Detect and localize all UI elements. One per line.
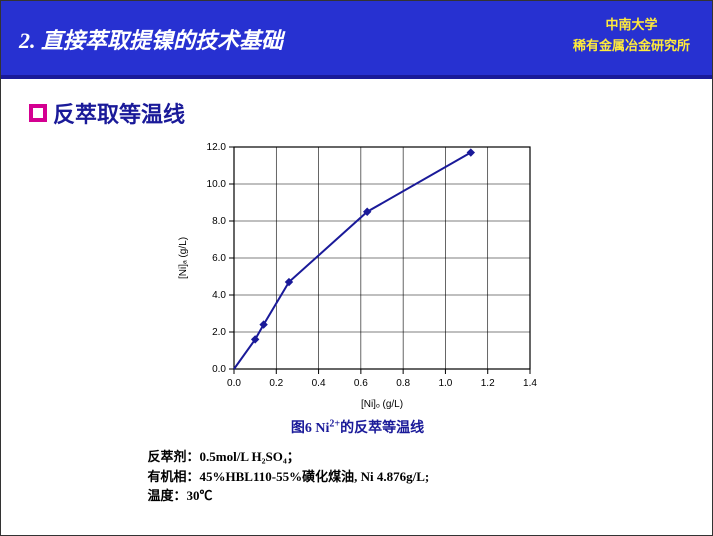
caption-pre: 图6 Ni: [291, 421, 330, 436]
section-heading-row: 反萃取等温线: [29, 97, 684, 129]
note1-label: 反萃剂：: [148, 449, 200, 464]
svg-text:10.0: 10.0: [206, 179, 226, 190]
svg-text:0.0: 0.0: [212, 364, 226, 375]
slide-title: 2. 直接萃取提镍的技术基础: [19, 23, 283, 55]
svg-text:8.0: 8.0: [212, 216, 226, 227]
affil-line2: 稀有金属冶金研究所: [573, 36, 690, 57]
note2-value: 45%HBL110-55%磺化煤油, Ni 4.876g/L;: [200, 469, 430, 484]
chart-caption: 图6 Ni2+的反萃等温线: [1, 417, 713, 437]
svg-text:0.4: 0.4: [311, 378, 325, 389]
svg-text:4.0: 4.0: [212, 290, 226, 301]
isotherm-chart: 0.0 0.2 0.4 0.6 0.8 1.0 1.2 1.4 0.0 2.0 4.0 6.0 8.0 1…: [168, 135, 548, 415]
slide-header: 2. 直接萃取提镍的技术基础 中南大学 稀有金属冶金研究所: [1, 1, 712, 79]
bullet-icon: [29, 104, 47, 122]
svg-text:1.0: 1.0: [438, 378, 452, 389]
svg-text:0.0: 0.0: [227, 378, 241, 389]
note2-label: 有机相：: [148, 469, 200, 484]
svg-text:0.8: 0.8: [396, 378, 410, 389]
svg-text:0.2: 0.2: [269, 378, 283, 389]
affiliation: 中南大学 稀有金属冶金研究所: [573, 15, 690, 57]
svg-text:[Ni]ₐ (g/L): [Ni]ₐ (g/L): [178, 237, 189, 279]
svg-text:6.0: 6.0: [212, 253, 226, 264]
chart-container: 0.0 0.2 0.4 0.6 0.8 1.0 1.2 1.4 0.0 2.0 4.0 6.0 8.0 1…: [1, 135, 713, 506]
chart-notes: 反萃剂：0.5mol/L H₂SO₄； 有机相：45%HBL110-55%磺化煤…: [148, 447, 568, 506]
note3-label: 温度：: [148, 488, 187, 503]
svg-text:[Ni]ₒ (g/L): [Ni]ₒ (g/L): [360, 399, 402, 410]
svg-text:0.6: 0.6: [353, 378, 367, 389]
note3-value: 30℃: [187, 488, 213, 503]
caption-post: 的反萃等温线: [340, 421, 424, 436]
affil-line1: 中南大学: [573, 15, 690, 36]
section-title: 反萃取等温线: [53, 97, 185, 129]
svg-text:12.0: 12.0: [206, 142, 226, 153]
svg-text:2.0: 2.0: [212, 327, 226, 338]
section: 反萃取等温线: [1, 79, 712, 129]
svg-text:1.4: 1.4: [523, 378, 537, 389]
note1-value: 0.5mol/L H₂SO₄；: [200, 449, 300, 464]
caption-sup: 2+: [329, 418, 340, 429]
svg-text:1.2: 1.2: [480, 378, 494, 389]
